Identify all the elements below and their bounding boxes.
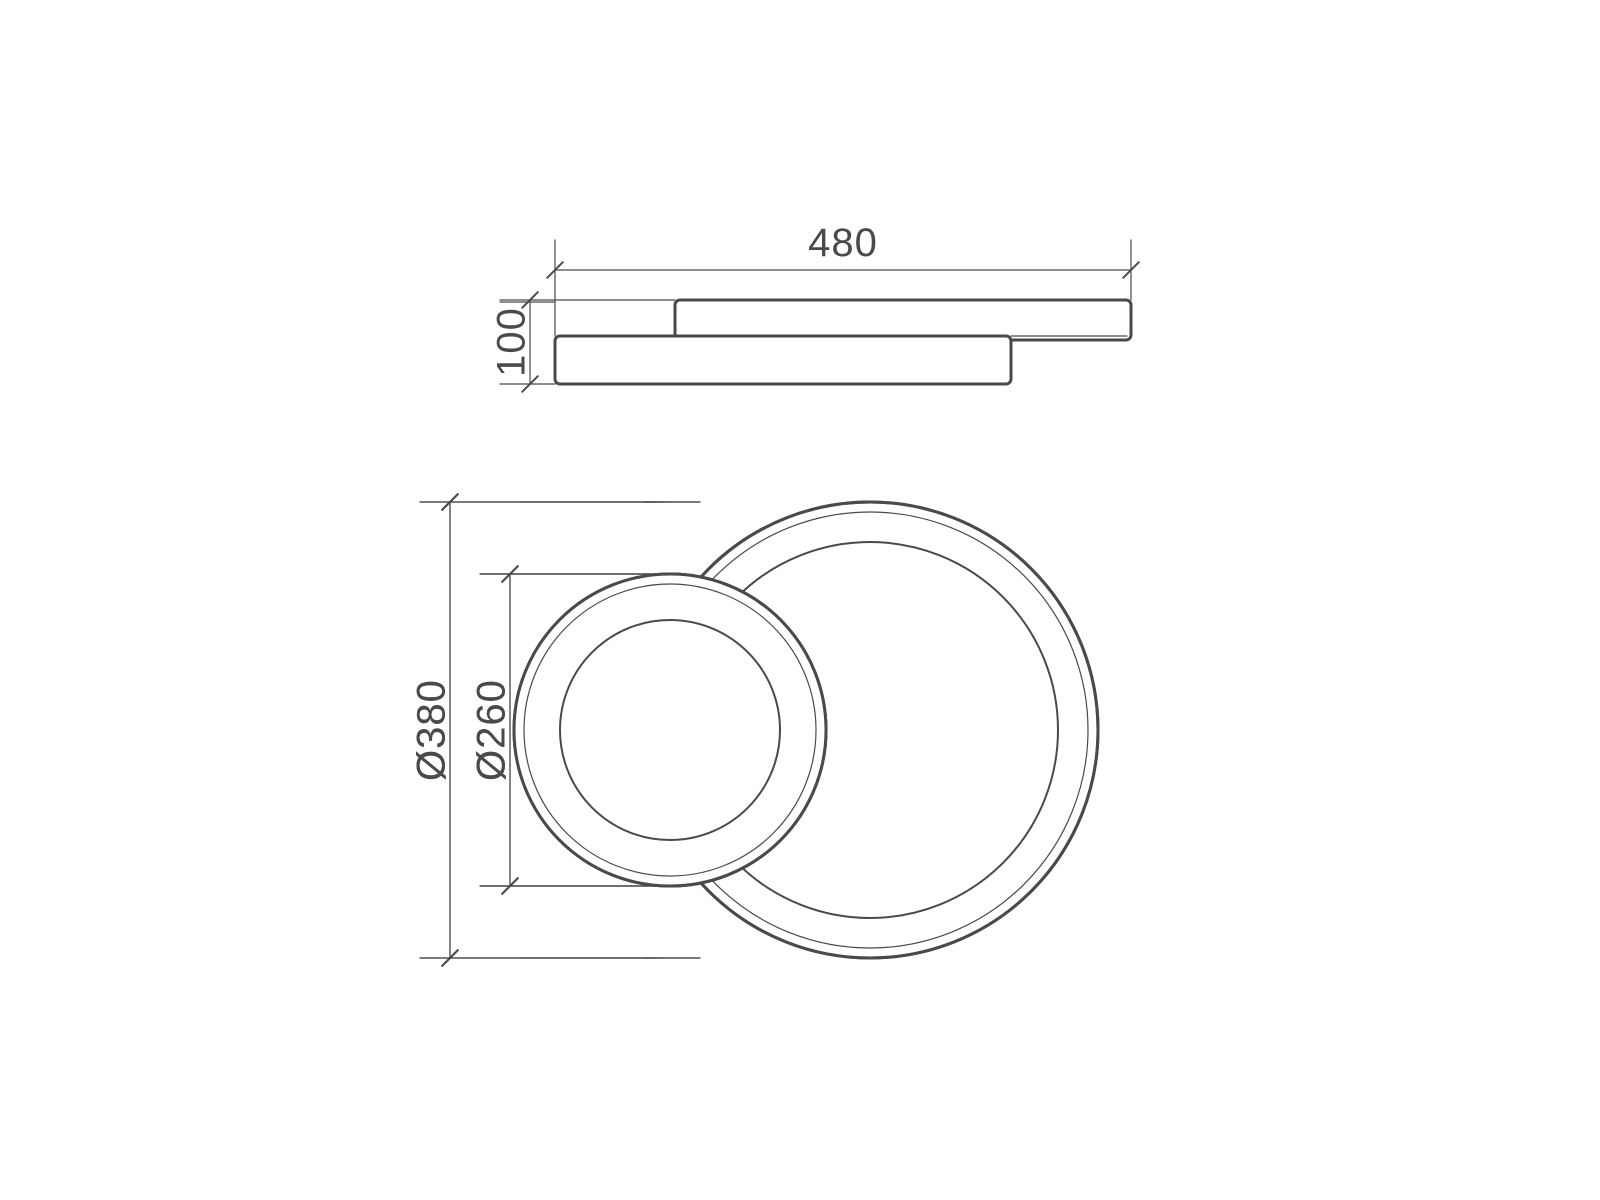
dim-d260-label: Ø260 [470, 679, 514, 781]
technical-drawing: 480100Ø380Ø260Ø380Ø260 [0, 0, 1600, 1200]
dim-width-label: 480 [808, 221, 878, 265]
dim-height-label: 100 [490, 307, 534, 377]
dim-d380-label: Ø380 [410, 679, 454, 781]
